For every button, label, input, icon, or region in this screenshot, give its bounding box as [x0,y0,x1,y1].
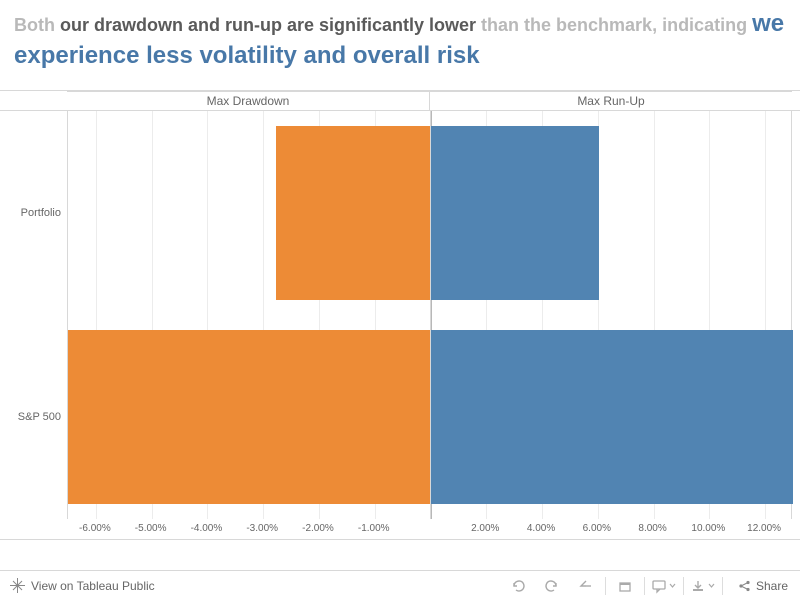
x-axis-label: 6.00% [583,523,611,534]
panel-header: Max Run-Up [430,91,792,111]
x-axis-label: -1.00% [358,523,390,534]
chart-title: Both our drawdown and run-up are signifi… [0,0,800,73]
toolbar-separator [683,577,684,595]
refresh-icon [617,578,633,594]
x-axis: -6.00% -5.00% -4.00% -3.00% -2.00% -1.00% [67,519,430,541]
download-icon [690,578,706,594]
chevron-down-icon [669,582,676,589]
toolbar: View on Tableau Public Share [0,570,800,600]
undo-button[interactable] [501,571,535,600]
x-axis-label: 8.00% [638,523,666,534]
view-on-tableau-label: View on Tableau Public [31,579,155,593]
revert-button[interactable] [569,571,603,600]
x-axis-label: 2.00% [471,523,499,534]
bar[interactable] [276,126,430,299]
y-axis-label: S&P 500 [0,315,61,519]
title-segment: our drawdown and run-up are significantl… [60,15,481,35]
toolbar-separator [722,577,723,595]
undo-icon [510,578,526,594]
share-icon [737,579,751,593]
revert-icon [578,578,594,594]
chevron-down-icon [708,582,715,589]
refresh-button[interactable] [608,571,642,600]
x-axis: 2.00% 4.00% 6.00% 8.00% 10.00% 12.00% [430,519,793,541]
y-axis-labels: PortfolioS&P 500 [0,111,67,519]
toolbar-separator [644,577,645,595]
share-label: Share [756,579,788,593]
bar[interactable] [68,330,431,503]
x-axis-label: -3.00% [246,523,278,534]
download-button[interactable] [686,571,720,600]
panel-header: Max Drawdown [67,91,430,111]
redo-button[interactable] [535,571,569,600]
chart-area: Max DrawdownMax Run-UpPortfolioS&P 500-6… [0,90,800,540]
comment-button[interactable] [647,571,681,600]
chart-panel [67,111,430,519]
title-segment: Both [14,15,60,35]
view-on-tableau-link[interactable]: View on Tableau Public [0,578,155,593]
x-axis-label: -6.00% [79,523,111,534]
bar[interactable] [431,330,794,503]
x-axis-label: -4.00% [191,523,223,534]
x-axis-label: -2.00% [302,523,334,534]
toolbar-separator [605,577,606,595]
x-axis-label: 10.00% [691,523,725,534]
tableau-logo-icon [10,578,25,593]
x-axis-label: 12.00% [747,523,781,534]
share-button[interactable]: Share [725,579,800,593]
bar[interactable] [431,126,600,299]
comment-icon [651,578,667,594]
redo-icon [544,578,560,594]
chart-panel [430,111,793,519]
x-axis-label: 4.00% [527,523,555,534]
y-axis-label: Portfolio [0,111,61,315]
x-axis-label: -5.00% [135,523,167,534]
title-segment: than the benchmark, indicating [481,15,752,35]
